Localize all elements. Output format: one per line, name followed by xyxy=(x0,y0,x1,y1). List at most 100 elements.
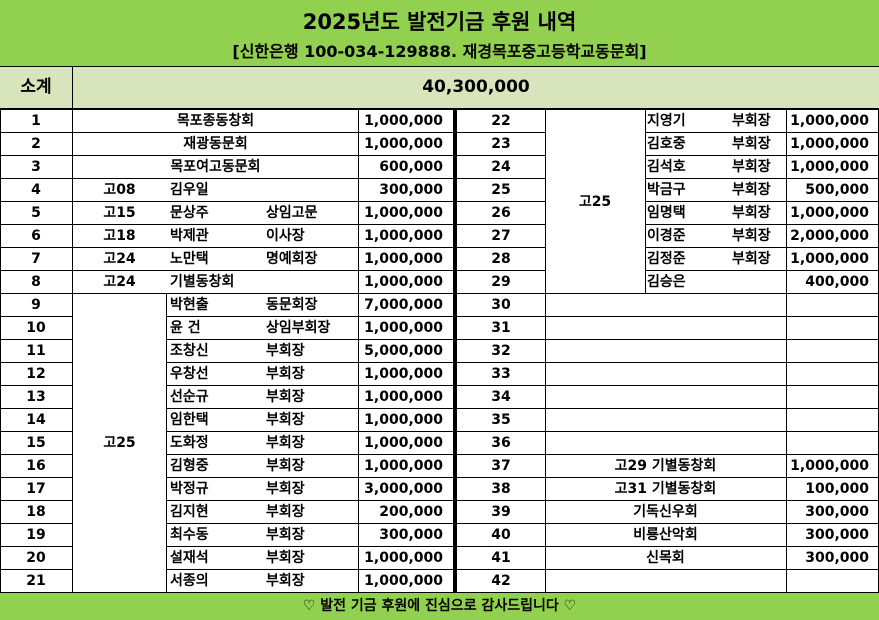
grid-line xyxy=(166,454,455,455)
donor-role: 부회장 xyxy=(266,550,305,566)
donation-amount xyxy=(786,317,879,340)
donor-name: 비룡산악회 xyxy=(633,527,698,543)
grid-line xyxy=(545,316,786,317)
row-number: 18 xyxy=(26,504,46,520)
grid-line xyxy=(786,316,879,317)
donor-role: 부회장 xyxy=(732,205,771,221)
page-title: 2025년도 발전기금 후원 내역 xyxy=(302,10,577,34)
donor-role: 상임고문 xyxy=(266,205,318,221)
grid-line xyxy=(457,270,545,271)
donor-name: 박제관 xyxy=(170,228,209,244)
grid-line xyxy=(73,178,166,179)
col-line xyxy=(786,110,787,593)
grid-line xyxy=(0,201,73,202)
grid-line xyxy=(0,270,73,271)
grid-line xyxy=(73,293,166,294)
donation-amount: 2,000,000 xyxy=(790,228,869,244)
grid-line xyxy=(73,201,166,202)
grid-line xyxy=(786,247,879,248)
grid-line xyxy=(0,546,73,547)
donor-name xyxy=(545,409,786,432)
row-number: 3 xyxy=(31,159,41,175)
grid-line xyxy=(786,155,879,156)
grid-line xyxy=(166,500,455,501)
row-number: 36 xyxy=(491,435,511,451)
row-number: 15 xyxy=(26,435,46,451)
grid-line xyxy=(786,339,879,340)
row-number: 17 xyxy=(26,481,46,497)
donor-name: 설재석 xyxy=(170,550,209,566)
row-number: 9 xyxy=(31,297,41,313)
row-number: 6 xyxy=(31,228,41,244)
grid-line xyxy=(457,224,545,225)
donation-amount: 600,000 xyxy=(379,159,443,175)
grid-line xyxy=(786,569,879,570)
thanks-footer: ♡ 발전 기금 후원에 진심으로 감사드립니다 ♡ xyxy=(0,593,879,620)
donor-role: 부회장 xyxy=(266,481,305,497)
row-number: 5 xyxy=(31,205,41,221)
grid-line xyxy=(645,132,786,133)
donation-amount: 1,000,000 xyxy=(790,251,869,267)
grid-line xyxy=(166,270,455,271)
donor-role: 부회장 xyxy=(266,527,305,543)
grid-line xyxy=(0,339,73,340)
row-number: 33 xyxy=(491,366,511,382)
donation-amount: 1,000,000 xyxy=(364,366,443,382)
grid-line xyxy=(645,178,786,179)
merged-class-label: 고25 xyxy=(578,194,612,210)
donation-amount: 400,000 xyxy=(805,274,869,290)
grid-line xyxy=(457,362,545,363)
grid-line xyxy=(457,132,545,133)
donor-role xyxy=(266,271,358,294)
donor-name: 목포종동창회 xyxy=(176,113,255,129)
grid-line xyxy=(0,132,73,133)
donor-class: 고15 xyxy=(103,205,136,221)
donor-name: 기별동창회 xyxy=(170,274,235,290)
donation-amount: 200,000 xyxy=(379,504,443,520)
merged-class-label: 고25 xyxy=(103,435,136,451)
grid-line xyxy=(166,132,455,133)
grid-line xyxy=(0,592,73,593)
row-number: 14 xyxy=(26,412,46,428)
grid-line xyxy=(0,293,73,294)
grid-line xyxy=(545,408,786,409)
donation-amount xyxy=(786,432,879,455)
grid-line xyxy=(545,523,786,524)
donor-role: 부회장 xyxy=(266,458,305,474)
header-banner: 2025년도 발전기금 후원 내역 [신한은행 100-034-129888. … xyxy=(0,0,879,67)
row-number: 37 xyxy=(491,458,511,474)
grid-line xyxy=(786,523,879,524)
grid-line xyxy=(166,339,455,340)
grid-line xyxy=(545,546,786,547)
grid-line xyxy=(545,477,786,478)
grid-line xyxy=(166,408,455,409)
grid-line xyxy=(786,431,879,432)
donation-amount: 1,000,000 xyxy=(364,320,443,336)
donation-amount: 5,000,000 xyxy=(364,343,443,359)
row-number: 2 xyxy=(31,136,41,152)
donor-class: 고08 xyxy=(103,182,136,198)
grid-line xyxy=(457,247,545,248)
donor-name: 고31 기별동창회 xyxy=(614,481,717,497)
donation-amount: 1,000,000 xyxy=(364,113,443,129)
donor-role: 이사장 xyxy=(266,228,305,244)
donation-amount: 7,000,000 xyxy=(364,297,443,313)
grid-line xyxy=(786,385,879,386)
donor-role: 부회장 xyxy=(732,228,771,244)
grid-line xyxy=(457,408,545,409)
row-number: 39 xyxy=(491,504,511,520)
grid-line xyxy=(786,362,879,363)
grid-line xyxy=(166,362,455,363)
row-number: 24 xyxy=(491,159,511,175)
donor-name: 김우일 xyxy=(170,182,209,198)
donation-amount: 1,000,000 xyxy=(790,113,869,129)
grid-line xyxy=(166,569,455,570)
donor-name xyxy=(545,386,786,409)
col-line xyxy=(545,110,546,593)
row-number: 12 xyxy=(26,366,46,382)
donor-name: 임명택 xyxy=(647,205,686,221)
donation-amount: 300,000 xyxy=(379,527,443,543)
donor-name: 신목회 xyxy=(646,550,685,566)
donation-amount: 1,000,000 xyxy=(364,205,443,221)
grid-line xyxy=(457,477,545,478)
